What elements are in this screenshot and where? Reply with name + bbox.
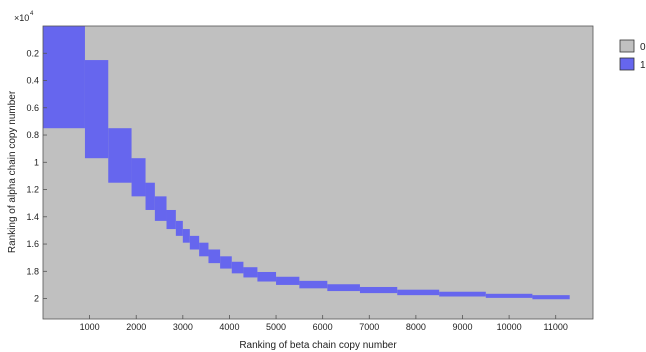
heatmap-cell: [231, 261, 244, 274]
heatmap-cell: [439, 291, 486, 297]
x-tick-label: 2000: [126, 322, 146, 332]
heatmap-cell: [220, 256, 232, 269]
y-tick-label: 0.2: [26, 48, 39, 58]
heatmap-cell: [276, 276, 300, 285]
heatmap-cell: [243, 267, 258, 278]
y-tick-label: 1.4: [26, 212, 39, 222]
x-tick-label: 3000: [173, 322, 193, 332]
heatmap-cell: [154, 196, 167, 221]
heatmap-cell: [182, 229, 190, 243]
y-axis-label: Ranking of alpha chain copy number: [7, 90, 18, 253]
heatmap-cell: [199, 242, 209, 257]
heatmap-cell: [208, 249, 221, 264]
heatmap-cell: [108, 128, 132, 183]
heatmap-cell: [327, 284, 360, 292]
y-tick-label: 1.6: [26, 239, 39, 249]
legend: 0 1: [619, 39, 646, 71]
heatmap-cell: [532, 295, 570, 300]
heatmap-cell: [84, 60, 109, 159]
y-tick-label: 0.6: [26, 103, 39, 113]
heatmap-cell: [359, 286, 398, 294]
x-axis-label: Ranking of beta chain copy number: [239, 340, 397, 351]
heatmap-cell: [485, 293, 533, 298]
y-axis-ticks: 0.2 0.4 0.6 0.8 1 1.2 1.4 1.6 1.8 2: [26, 48, 47, 304]
y-tick-label: 2: [34, 294, 39, 304]
legend-label-1: 1: [640, 60, 646, 71]
x-tick-label: 6000: [313, 322, 333, 332]
heatmap-cell: [175, 220, 183, 236]
y-multiplier-exponent: 4: [30, 11, 34, 17]
legend-swatch-0: [619, 39, 635, 53]
heatmap-cell: [189, 235, 200, 250]
x-tick-label: 1000: [80, 322, 100, 332]
x-tick-label: 7000: [359, 322, 379, 332]
plot-frame: [42, 25, 594, 320]
x-tick-label: 4000: [219, 322, 239, 332]
x-tick-label: 10000: [497, 322, 522, 332]
x-tick-label: 11000: [544, 322, 568, 332]
legend-label-0: 0: [640, 42, 646, 53]
heatmap-cell: [397, 289, 440, 296]
y-tick-label: 1.2: [26, 185, 39, 195]
heatmap-cell: [166, 209, 176, 230]
y-multiplier-label: ×10: [14, 13, 29, 23]
x-tick-label: 5000: [266, 322, 286, 332]
y-tick-label: 0.8: [26, 130, 39, 140]
heatmap-cells: [43, 26, 570, 300]
heatmap-cell: [131, 158, 146, 197]
y-tick-label: 0.4: [26, 76, 39, 86]
heatmap-cell: [145, 182, 155, 210]
legend-swatch-1: [619, 57, 635, 71]
x-axis-ticks: 1000 2000 3000 4000 5000 6000 7000 8000 9000 1000…: [80, 315, 568, 332]
heatmap-cell: [299, 280, 328, 289]
y-tick-label: 1.8: [26, 266, 39, 276]
y-tick-label: 1: [34, 157, 39, 167]
heatmap-cell: [257, 271, 277, 282]
heatmap-cell: [43, 26, 85, 129]
x-tick-label: 8000: [406, 322, 426, 332]
x-tick-label: 9000: [452, 322, 472, 332]
